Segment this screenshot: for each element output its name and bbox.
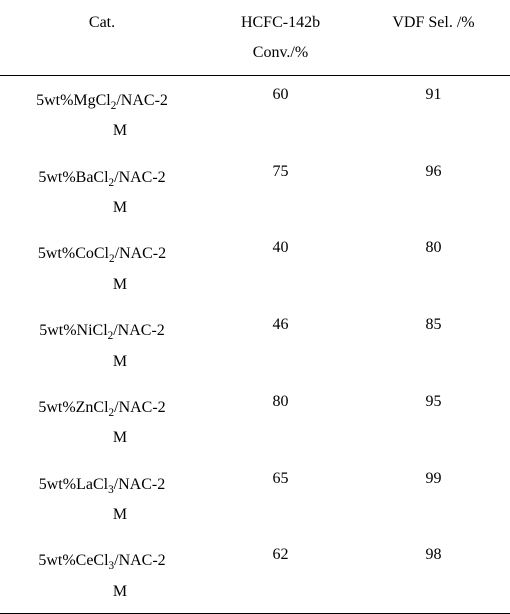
table-row: 5wt%ZnCl2/NAC-2M8095 [0, 383, 510, 460]
catalyst-table: Cat. HCFC-142b Conv./% VDF Sel. /% 5wt%M… [0, 0, 510, 614]
cat-line2: M [0, 116, 204, 146]
cat-support: /NAC-2 [113, 322, 165, 339]
col-header-conv-line1: HCFC-142b [204, 8, 357, 38]
table-header-row: Cat. HCFC-142b Conv./% VDF Sel. /% [0, 0, 510, 75]
cell-cat: 5wt%CeCl3/NAC-2M [0, 536, 204, 613]
cell-cat: 5wt%NiCl2/NAC-2M [0, 306, 204, 383]
table-row: 5wt%MgCl2/NAC-2M6091 [0, 75, 510, 152]
cell-conv: 65 [204, 460, 357, 537]
cat-formula: 5wt%MgCl2/NAC-2 [0, 86, 204, 116]
table-body: 5wt%MgCl2/NAC-2M60915wt%BaCl2/NAC-2M7596… [0, 75, 510, 613]
cat-salt: BaCl [76, 169, 109, 186]
cat-support: /NAC-2 [114, 476, 166, 493]
cell-conv: 80 [204, 383, 357, 460]
cat-salt: CeCl [76, 552, 109, 569]
cat-pct: 5wt% [38, 399, 75, 416]
cat-line2: M [0, 193, 204, 223]
cat-support: /NAC-2 [114, 399, 166, 416]
cat-line2: M [0, 577, 204, 607]
cell-cat: 5wt%ZnCl2/NAC-2M [0, 383, 204, 460]
cat-pct: 5wt% [38, 552, 75, 569]
cat-formula: 5wt%NiCl2/NAC-2 [0, 316, 204, 346]
cat-line2: M [0, 347, 204, 377]
col-header-sel-line1: VDF Sel. /% [357, 8, 510, 38]
cat-salt: LaCl [76, 476, 108, 493]
table-row: 5wt%CeCl3/NAC-2M6298 [0, 536, 510, 613]
cell-cat: 5wt%MgCl2/NAC-2M [0, 75, 204, 152]
cell-conv: 75 [204, 153, 357, 230]
cat-pct: 5wt% [36, 92, 73, 109]
table-row: 5wt%LaCl3/NAC-2M6599 [0, 460, 510, 537]
table-row: 5wt%NiCl2/NAC-2M4685 [0, 306, 510, 383]
cat-formula: 5wt%CoCl2/NAC-2 [0, 239, 204, 269]
cat-salt: MgCl [73, 92, 110, 109]
cat-pct: 5wt% [39, 476, 76, 493]
cell-sel: 85 [357, 306, 510, 383]
col-header-cat: Cat. [0, 0, 204, 75]
cat-support: /NAC-2 [115, 245, 167, 262]
cat-salt: ZnCl [76, 399, 109, 416]
table-row: 5wt%BaCl2/NAC-2M7596 [0, 153, 510, 230]
cat-pct: 5wt% [38, 169, 75, 186]
cat-support: /NAC-2 [116, 92, 168, 109]
col-header-sel: VDF Sel. /% [357, 0, 510, 75]
cat-line2: M [0, 500, 204, 530]
cat-support: /NAC-2 [114, 169, 166, 186]
cell-conv: 40 [204, 229, 357, 306]
cat-support: /NAC-2 [114, 552, 166, 569]
cell-conv: 62 [204, 536, 357, 613]
cell-cat: 5wt%LaCl3/NAC-2M [0, 460, 204, 537]
cat-line2: M [0, 270, 204, 300]
cat-pct: 5wt% [39, 322, 76, 339]
cell-cat: 5wt%BaCl2/NAC-2M [0, 153, 204, 230]
cell-sel: 99 [357, 460, 510, 537]
cell-conv: 46 [204, 306, 357, 383]
cell-sel: 91 [357, 75, 510, 152]
cell-sel: 98 [357, 536, 510, 613]
cell-conv: 60 [204, 75, 357, 152]
cell-sel: 80 [357, 229, 510, 306]
cat-line2: M [0, 423, 204, 453]
table-row: 5wt%CoCl2/NAC-2M4080 [0, 229, 510, 306]
col-header-cat-line1: Cat. [0, 8, 204, 38]
cell-sel: 96 [357, 153, 510, 230]
cell-cat: 5wt%CoCl2/NAC-2M [0, 229, 204, 306]
cat-salt: NiCl [77, 322, 108, 339]
cat-formula: 5wt%CeCl3/NAC-2 [0, 546, 204, 576]
cat-formula: 5wt%ZnCl2/NAC-2 [0, 393, 204, 423]
cat-pct: 5wt% [38, 245, 75, 262]
cell-sel: 95 [357, 383, 510, 460]
cat-formula: 5wt%LaCl3/NAC-2 [0, 470, 204, 500]
col-header-conv-line2: Conv./% [204, 38, 357, 68]
cat-salt: CoCl [75, 245, 109, 262]
cat-formula: 5wt%BaCl2/NAC-2 [0, 163, 204, 193]
col-header-conv: HCFC-142b Conv./% [204, 0, 357, 75]
